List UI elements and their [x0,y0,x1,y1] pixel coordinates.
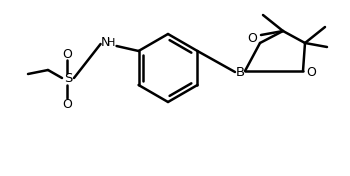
Text: B: B [236,67,245,80]
Text: O: O [62,48,72,61]
Text: O: O [306,67,316,80]
Text: S: S [64,73,72,86]
Text: H: H [107,38,116,48]
Text: O: O [247,33,257,46]
Text: O: O [62,98,72,111]
Text: N: N [101,36,110,49]
